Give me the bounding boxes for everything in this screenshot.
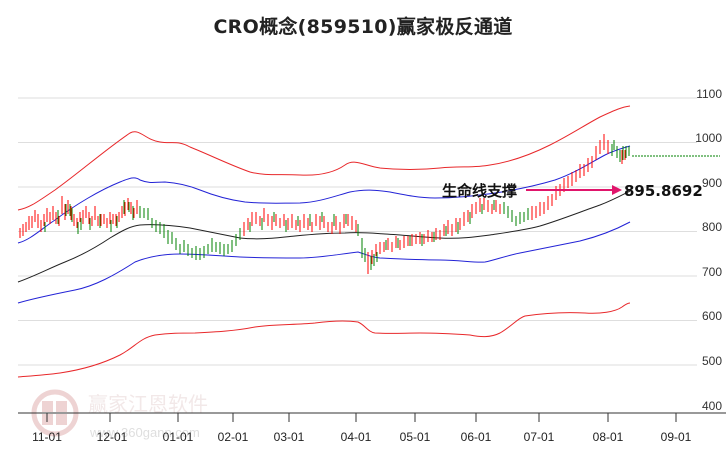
watermark-name: 赢家江恩软件 [88, 392, 208, 416]
x-tick: 03-01 [274, 430, 305, 444]
upper-outer-band [17, 105, 631, 211]
x-tick: 01-01 [163, 430, 194, 444]
x-tick: 08-01 [593, 430, 624, 444]
y-tick: 500 [702, 354, 722, 368]
x-tick: 09-01 [661, 430, 692, 444]
y-tick: 700 [702, 265, 722, 279]
y-tick: 800 [702, 220, 722, 234]
watermark: 赢家江恩软件 www.360gann.com [31, 389, 208, 440]
y-tick: 400 [702, 399, 722, 413]
y-axis: 1100 1000 900 800 700 600 500 400 [695, 87, 722, 413]
y-tick: 1100 [696, 87, 722, 101]
x-tick: 02-01 [218, 430, 249, 444]
upper-inner-band [17, 145, 631, 244]
watermark-url: www.360gann.com [89, 425, 200, 440]
x-tick: 11-01 [32, 430, 62, 444]
y-tick: 1000 [695, 131, 722, 145]
y-tick: 600 [702, 309, 722, 323]
annotation-label: 生命线支撑 [442, 182, 517, 200]
x-tick: 06-01 [461, 430, 492, 444]
y-tick: 900 [702, 176, 722, 190]
annotation-value: 895.8692 [624, 182, 703, 200]
chart-title: CRO概念(859510)赢家极反通道 [213, 16, 513, 38]
x-tick: 05-01 [400, 430, 431, 444]
x-tick: 04-01 [341, 430, 372, 444]
arrow-head-icon [612, 185, 622, 195]
lower-inner-band [17, 221, 631, 304]
lower-outer-band [17, 302, 631, 378]
x-tick: 12-01 [97, 430, 128, 444]
lifeline [17, 190, 631, 283]
x-axis-ticks [46, 413, 677, 422]
x-axis-labels: 11-01 12-01 01-01 02-01 03-01 04-01 05-0… [32, 430, 692, 444]
x-tick: 07-01 [524, 430, 555, 444]
candlesticks [19, 134, 630, 274]
